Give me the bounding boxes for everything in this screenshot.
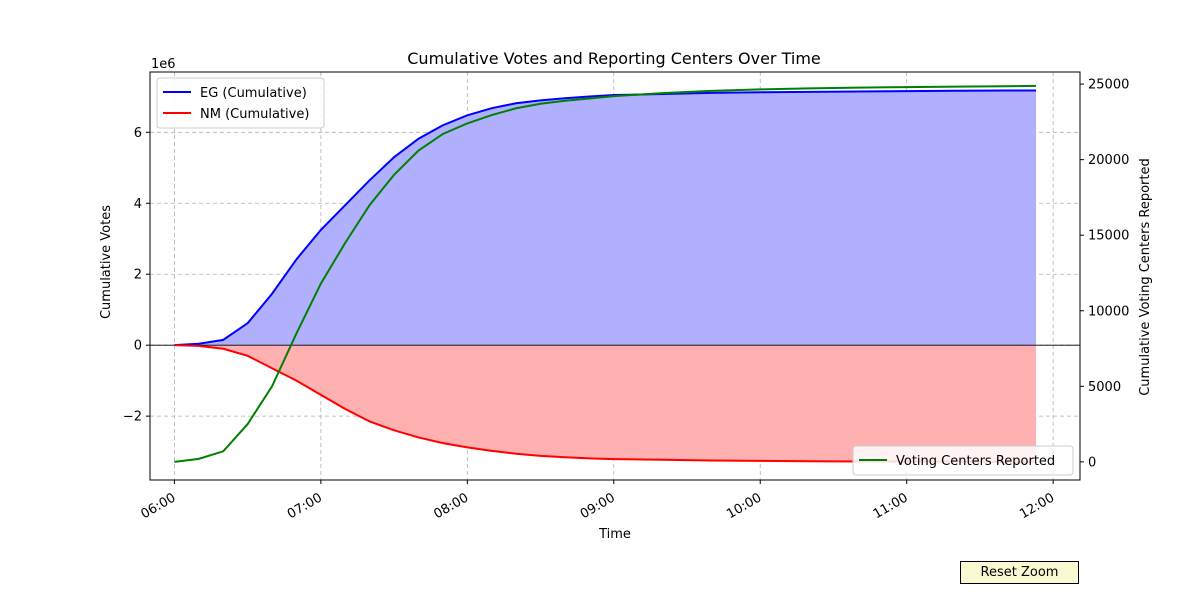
- x-tick-label: 11:00: [871, 490, 911, 522]
- x-tick-label: 09:00: [578, 490, 618, 522]
- y-right-tick-label: 20000: [1088, 153, 1129, 168]
- y-right-tick-label: 10000: [1088, 304, 1129, 319]
- legend-left-label: NM (Cumulative): [200, 107, 309, 122]
- y-right-tick-label: 15000: [1088, 229, 1129, 244]
- reset-zoom-button[interactable]: Reset Zoom: [960, 561, 1079, 584]
- series-line-1: [174, 344, 1037, 463]
- y-axis-label-left: Cumulative Votes: [99, 205, 114, 319]
- x-tick-label: 10:00: [724, 490, 764, 522]
- y-axis-label-right: Cumulative Voting Centers Reported: [1138, 158, 1153, 396]
- y-axis-offset-label: 1e6: [151, 57, 176, 72]
- y-left-tick-label: −2: [123, 410, 142, 425]
- y-left-tick-label: 0: [134, 339, 142, 354]
- chart-title: Cumulative Votes and Reporting Centers O…: [407, 49, 821, 68]
- x-tick-label: 12:00: [1017, 490, 1057, 522]
- series-line-0: [174, 89, 1037, 347]
- y-right-tick-label: 5000: [1088, 380, 1121, 395]
- x-tick-label: 07:00: [285, 490, 325, 522]
- x-tick-label: 08:00: [431, 490, 471, 522]
- legend-right-label: Voting Centers Reported: [896, 454, 1055, 469]
- legend-left-box: [156, 77, 325, 129]
- y-right-tick-label: 0: [1088, 455, 1096, 470]
- series-fill-1: [174, 345, 1037, 462]
- y-right-tick-label: 25000: [1088, 78, 1129, 93]
- series-line-2: [174, 84, 1037, 463]
- legend-layer: EG (Cumulative) NM (Cumulative) Voting Cen…: [156, 77, 1074, 476]
- y-left-tick-label: 2: [134, 268, 142, 283]
- y-left-tick-label: 4: [134, 197, 142, 212]
- legend-right-box: [852, 445, 1074, 476]
- line-layer: [150, 84, 1080, 463]
- fill-layer: [174, 90, 1037, 462]
- x-axis-label: Time: [598, 527, 631, 542]
- legend-left-label: EG (Cumulative): [200, 86, 307, 101]
- plot-frame: [149, 71, 1081, 481]
- y-left-tick-label: 6: [134, 126, 142, 141]
- series-fill-0: [174, 90, 1037, 346]
- x-tick-label: 06:00: [138, 490, 178, 522]
